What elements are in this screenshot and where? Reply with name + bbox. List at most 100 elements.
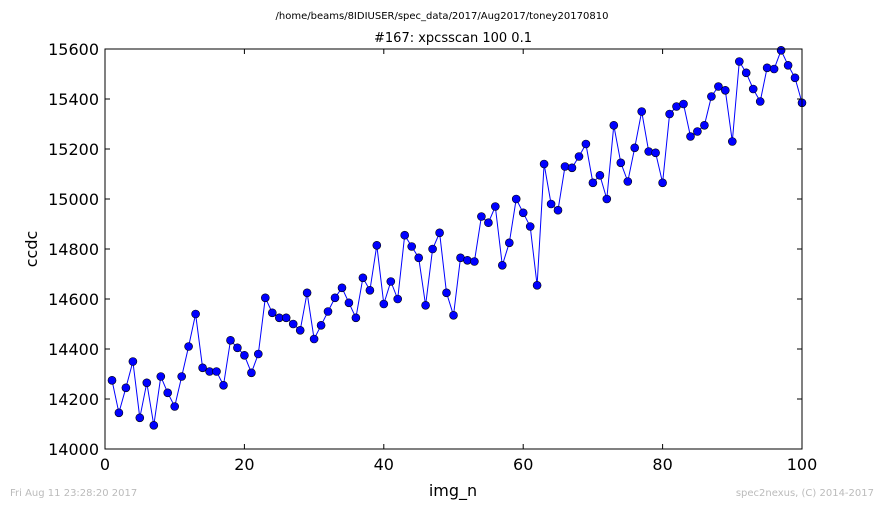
- data-point: [365, 285, 375, 295]
- data-point: [281, 313, 291, 323]
- data-point: [679, 99, 688, 109]
- plot-frame: [104, 48, 803, 450]
- data-point: [686, 132, 695, 141]
- data-point: [490, 202, 500, 211]
- x-tick-label: 40: [374, 455, 394, 474]
- data-point: [114, 408, 124, 418]
- y-tick-label: 15200: [48, 140, 99, 159]
- data-point: [504, 238, 514, 248]
- data-point: [762, 63, 772, 73]
- data-point: [644, 147, 654, 156]
- data-point: [379, 299, 389, 309]
- data-point: [247, 368, 256, 378]
- data-point: [651, 148, 660, 158]
- data-point: [463, 255, 472, 265]
- data-point: [560, 162, 570, 171]
- data-point: [714, 82, 723, 91]
- data-point: [163, 388, 172, 398]
- data-point: [470, 257, 479, 266]
- data-point: [637, 107, 647, 116]
- data-point: [344, 298, 354, 308]
- data-point: [253, 349, 263, 359]
- data-point: [135, 413, 145, 423]
- data-point: [741, 68, 751, 78]
- y-tick-label: 14800: [48, 240, 99, 259]
- axis-ticks: 0 20 40 60 80 100 14000 14200 14400 14600 14800 150…: [48, 40, 817, 474]
- data-point: [212, 367, 221, 376]
- data-point: [400, 230, 410, 240]
- data-point: [107, 375, 117, 385]
- data-point: [414, 253, 424, 263]
- data-point: [302, 288, 312, 298]
- series-line: [111, 49, 803, 426]
- data-point: [546, 199, 556, 209]
- chart-supertitle: /home/beams/8IDIUSER/spec_data/2017/Aug2…: [276, 11, 609, 22]
- data-point: [623, 177, 633, 186]
- x-axis-label: img_n: [429, 481, 477, 501]
- footer-credit: spec2nexus, (C) 2014-2017: [735, 488, 874, 499]
- data-point: [665, 109, 674, 119]
- y-tick-label: 15000: [48, 190, 99, 209]
- x-tick-label: 60: [513, 455, 533, 474]
- plot-area: [107, 45, 807, 430]
- data-point: [609, 121, 619, 130]
- data-point: [532, 280, 542, 290]
- data-point: [518, 208, 528, 218]
- data-point: [316, 320, 326, 330]
- y-axis-label: ccdc: [22, 231, 41, 268]
- y-tick-label: 14600: [48, 290, 99, 309]
- data-point: [191, 309, 200, 319]
- data-point: [149, 420, 159, 430]
- data-point: [525, 222, 535, 231]
- data-point: [393, 294, 403, 304]
- data-point: [142, 378, 152, 388]
- data-point: [442, 288, 451, 298]
- data-point: [267, 308, 277, 318]
- data-point: [790, 73, 800, 83]
- data-point: [121, 383, 131, 393]
- data-point: [449, 310, 458, 320]
- data-point: [693, 127, 702, 136]
- data-point: [484, 218, 493, 227]
- data-point: [198, 363, 207, 373]
- data-point: [219, 380, 228, 390]
- data-point: [748, 84, 758, 94]
- data-point: [588, 178, 598, 188]
- data-point: [128, 357, 138, 366]
- data-point: [295, 325, 305, 335]
- data-point: [497, 260, 507, 270]
- x-tick-label: 0: [100, 455, 110, 474]
- data-point: [421, 300, 430, 310]
- data-point: [177, 372, 186, 381]
- data-point: [567, 163, 577, 173]
- data-point: [783, 61, 793, 70]
- data-point: [700, 121, 709, 130]
- data-point: [226, 335, 235, 345]
- y-tick-label: 14000: [48, 440, 99, 459]
- y-tick-label: 14400: [48, 340, 99, 359]
- data-point: [337, 283, 347, 293]
- data-point: [372, 241, 382, 250]
- chart-title: #167: xpcsscan 100 0.1: [374, 31, 532, 46]
- data-point: [581, 139, 591, 149]
- data-point: [755, 97, 765, 106]
- data-point: [170, 402, 179, 411]
- data-point: [727, 137, 737, 146]
- data-point: [309, 334, 319, 344]
- data-point: [630, 143, 640, 153]
- data-point: [539, 159, 549, 169]
- data-point: [351, 313, 361, 323]
- data-point: [386, 277, 396, 286]
- y-tick-label: 14200: [48, 390, 99, 409]
- data-point: [156, 372, 166, 381]
- data-point: [288, 319, 298, 329]
- data-point: [358, 273, 368, 283]
- y-tick-label: 15600: [48, 40, 99, 59]
- x-tick-label: 100: [787, 455, 818, 474]
- data-point: [658, 178, 667, 188]
- x-tick-label: 20: [234, 455, 254, 474]
- data-point: [734, 57, 744, 66]
- data-point: [511, 194, 521, 204]
- data-point: [707, 92, 716, 101]
